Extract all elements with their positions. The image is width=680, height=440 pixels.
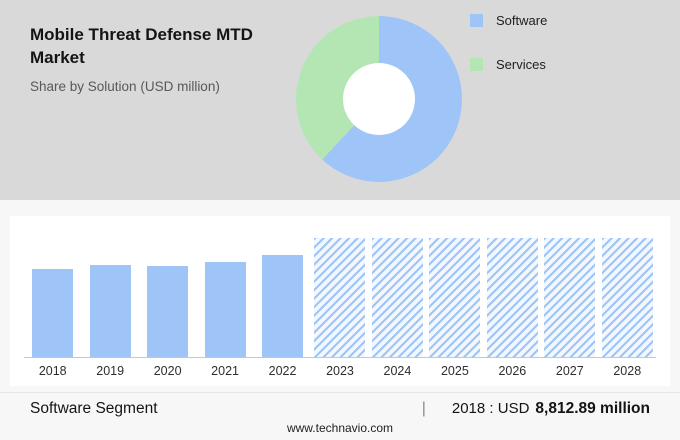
bar-column-2028: 2028 xyxy=(598,228,656,384)
stats-right: | 2018 : USD 8,812.89 million xyxy=(422,400,650,418)
bar-column-2019: 2019 xyxy=(81,228,139,384)
bar-column-2023: 2023 xyxy=(311,228,369,384)
x-axis-label-2028: 2028 xyxy=(613,364,642,378)
legend: Software Services xyxy=(470,13,547,101)
bar-column-2022: 2022 xyxy=(253,228,312,384)
bar-2028 xyxy=(601,238,653,357)
bar-2024 xyxy=(371,238,423,357)
header-panel: Mobile Threat Defense MTD Market Share b… xyxy=(0,0,680,200)
bar-chart: 2018 2019 2020 2021 2022 2023 2024 2025 2026 2027… xyxy=(24,228,656,384)
legend-swatch-icon xyxy=(470,14,483,27)
bar-column-2020: 2020 xyxy=(138,228,197,384)
bar-slot xyxy=(24,228,82,358)
bar-slot xyxy=(426,228,484,358)
legend-label: Services xyxy=(496,57,546,72)
bar-slot xyxy=(483,228,542,358)
x-axis-label-2024: 2024 xyxy=(383,364,412,378)
x-axis-label-2018: 2018 xyxy=(38,364,67,378)
bar-column-2021: 2021 xyxy=(196,228,254,384)
bar-slot xyxy=(598,228,656,358)
x-axis-label-2025: 2025 xyxy=(440,364,469,378)
segment-label: Software Segment xyxy=(30,399,158,417)
x-axis-label-2027: 2027 xyxy=(555,364,584,378)
stat-value: 8,812.89 million xyxy=(535,399,650,417)
bar-column-2027: 2027 xyxy=(541,228,599,384)
x-axis-label-2020: 2020 xyxy=(153,364,182,378)
stats-row: Software Segment | 2018 : USD 8,812.89 m… xyxy=(0,392,680,424)
bar-chart-card: 2018 2019 2020 2021 2022 2023 2024 2025 2026 2027… xyxy=(10,216,670,386)
bar-2018 xyxy=(32,269,74,357)
bar-2025 xyxy=(429,238,481,357)
x-axis-label-2022: 2022 xyxy=(268,364,297,378)
bar-slot xyxy=(81,228,139,358)
title-block: Mobile Threat Defense MTD Market Share b… xyxy=(30,24,275,94)
legend-item-software: Software xyxy=(470,13,547,28)
bar-2023 xyxy=(314,238,366,357)
bar-2022 xyxy=(262,255,304,357)
legend-item-services: Services xyxy=(470,57,547,72)
bar-column-2024: 2024 xyxy=(368,228,427,384)
page-subtitle: Share by Solution (USD million) xyxy=(30,78,220,94)
legend-swatch-icon xyxy=(470,58,483,71)
bar-slot xyxy=(541,228,599,358)
stat-prefix: 2018 : USD xyxy=(451,400,530,417)
donut-chart xyxy=(296,16,462,182)
legend-label: Software xyxy=(496,13,548,28)
donut-hole xyxy=(343,63,415,135)
x-axis-label-2021: 2021 xyxy=(211,364,239,378)
bar-slot xyxy=(138,228,197,358)
website-link: www.technavio.com xyxy=(286,421,394,435)
bar-column-2025: 2025 xyxy=(426,228,484,384)
x-axis-label-2023: 2023 xyxy=(326,364,354,378)
bar-slot xyxy=(311,228,369,358)
x-axis-label-2026: 2026 xyxy=(498,364,527,378)
x-axis-label-2019: 2019 xyxy=(96,364,125,378)
bar-2027 xyxy=(544,238,596,357)
bar-column-2018: 2018 xyxy=(24,228,82,384)
bar-slot xyxy=(196,228,254,358)
separator: | xyxy=(421,399,426,417)
page-title: Mobile Threat Defense MTD Market xyxy=(30,25,253,67)
bar-2021 xyxy=(204,262,246,357)
bar-2020 xyxy=(147,266,189,357)
bar-slot xyxy=(368,228,427,358)
bar-column-2026: 2026 xyxy=(483,228,542,384)
bar-slot xyxy=(253,228,312,358)
bar-2019 xyxy=(89,265,131,357)
bar-2026 xyxy=(486,238,538,357)
